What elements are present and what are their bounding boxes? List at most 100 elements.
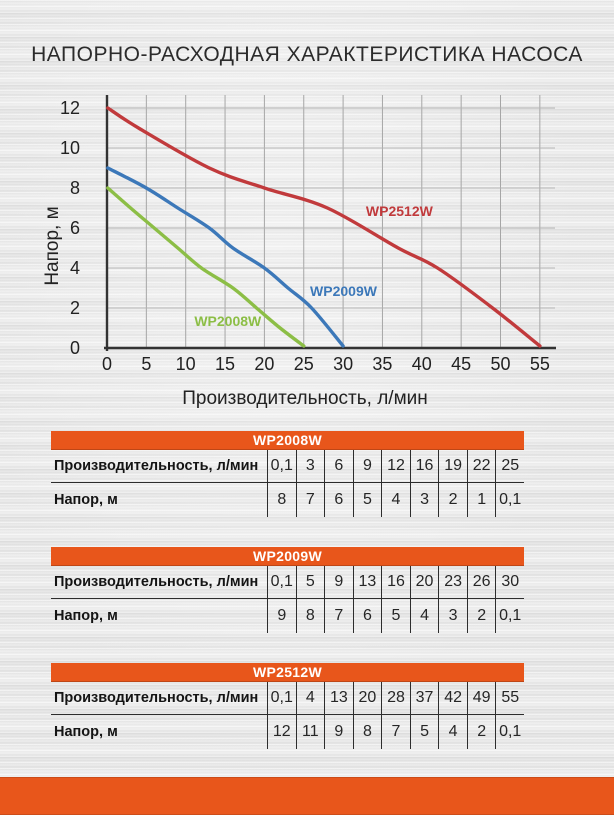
gridlines xyxy=(106,95,555,348)
value-cell: 26 xyxy=(466,566,496,598)
value-cell: 0,1 xyxy=(495,715,524,749)
value-cell: 25 xyxy=(495,450,524,482)
row-label: Производительность, л/мин xyxy=(54,690,259,706)
value-cell: 16 xyxy=(381,566,410,598)
value-cell: 11 xyxy=(295,715,325,749)
value-cell: 12 xyxy=(381,450,410,482)
value-cell: 0,1 xyxy=(267,450,296,482)
y-tick-label: 6 xyxy=(70,218,80,238)
value-cell: 0,1 xyxy=(495,599,524,633)
page-title: НАПОРНО-РАСХОДНАЯ ХАРАКТЕРИСТИКА НАСОСА xyxy=(31,43,583,66)
table-row: Напор, м 9 8 7 6 5 4 3 2 0,1 xyxy=(51,599,524,633)
value-cell: 3 xyxy=(295,450,325,482)
curve-wp2512w xyxy=(106,106,542,348)
spec-table-wp2009w: WP2009W Производительность, л/мин 0,1 5 9 13 1… xyxy=(51,547,524,633)
value-cell: 49 xyxy=(466,682,496,714)
row-label: Напор, м xyxy=(54,608,118,624)
value-cell: 6 xyxy=(324,450,353,482)
bottom-white-strip xyxy=(0,815,614,820)
series-label: WP2512W xyxy=(366,203,434,219)
x-tick-label: 20 xyxy=(254,354,274,374)
row-label: Напор, м xyxy=(54,724,118,740)
x-tick-label: 30 xyxy=(333,354,353,374)
curve-wp2008w xyxy=(106,186,306,348)
row-label: Производительность, л/мин xyxy=(54,574,259,590)
value-cell: 13 xyxy=(352,566,382,598)
y-tick-label: 8 xyxy=(70,178,80,198)
value-cell: 4 xyxy=(438,715,467,749)
value-cell: 2 xyxy=(466,715,496,749)
x-tick-label: 50 xyxy=(490,354,510,374)
x-tick-label: 45 xyxy=(451,354,471,374)
value-cell: 2 xyxy=(438,483,467,517)
value-cell: 6 xyxy=(352,599,382,633)
value-cell: 7 xyxy=(381,715,410,749)
table-header: WP2009W xyxy=(51,547,524,566)
value-cell: 23 xyxy=(438,566,467,598)
value-cell: 9 xyxy=(267,599,296,633)
value-cell: 9 xyxy=(352,450,382,482)
value-cell: 7 xyxy=(295,483,325,517)
value-cell: 7 xyxy=(324,599,353,633)
value-cell: 19 xyxy=(438,450,467,482)
x-tick-label: 40 xyxy=(412,354,432,374)
spec-table-wp2008w: WP2008W Производительность, л/мин 0,1 3 6 9 12… xyxy=(51,431,524,517)
table-row: Напор, м 8 7 6 5 4 3 2 1 0,1 xyxy=(51,483,524,517)
y-tick-label: 2 xyxy=(70,298,80,318)
value-cell: 55 xyxy=(495,682,524,714)
value-cell: 20 xyxy=(352,682,382,714)
x-tick-label: 10 xyxy=(176,354,196,374)
value-cell: 6 xyxy=(324,483,353,517)
y-tick-label: 0 xyxy=(70,338,80,358)
value-cell: 0,1 xyxy=(267,682,296,714)
value-cell: 42 xyxy=(438,682,467,714)
value-cell: 5 xyxy=(352,483,382,517)
value-cell: 5 xyxy=(381,599,410,633)
value-cell: 30 xyxy=(495,566,524,598)
row-label: Напор, м xyxy=(54,492,118,508)
value-cell: 3 xyxy=(409,483,439,517)
table-row: Напор, м 12 11 9 8 7 5 4 2 0,1 xyxy=(51,715,524,749)
value-cell: 5 xyxy=(409,715,439,749)
value-cell: 8 xyxy=(295,599,325,633)
value-cell: 8 xyxy=(352,715,382,749)
value-cell: 4 xyxy=(295,682,325,714)
x-tick-label: 0 xyxy=(102,354,112,374)
value-cell: 13 xyxy=(324,682,353,714)
value-cell: 37 xyxy=(409,682,439,714)
value-cell: 9 xyxy=(324,715,353,749)
value-cell: 3 xyxy=(438,599,467,633)
y-tick-label: 4 xyxy=(70,258,80,278)
x-tick-label: 25 xyxy=(294,354,314,374)
table-row: Производительность, л/мин 0,1 4 13 20 28 37 42 4… xyxy=(51,682,524,715)
x-tick-label: 35 xyxy=(372,354,392,374)
table-row: Производительность, л/мин 0,1 3 6 9 12 16 19 22 2… xyxy=(51,450,524,483)
table-row: Производительность, л/мин 0,1 5 9 13 16 20 23 26… xyxy=(51,566,524,599)
value-cell: 0,1 xyxy=(267,566,296,598)
y-tick-label: 10 xyxy=(60,138,80,158)
x-axis-title: Производительность, л/мин xyxy=(182,388,428,409)
value-cell: 4 xyxy=(409,599,439,633)
value-cell: 2 xyxy=(466,599,496,633)
value-cell: 4 xyxy=(381,483,410,517)
spec-table-wp2512w: WP2512W Производительность, л/мин 0,1 4 13 20… xyxy=(51,663,524,749)
value-cell: 5 xyxy=(295,566,325,598)
series-label: WP2008W xyxy=(194,313,262,329)
value-cell: 20 xyxy=(409,566,439,598)
value-cell: 0,1 xyxy=(495,483,524,517)
table-header: WP2008W xyxy=(51,431,524,450)
value-cell: 16 xyxy=(409,450,439,482)
series-label: WP2009W xyxy=(310,283,378,299)
x-tick-label: 55 xyxy=(530,354,550,374)
value-cell: 1 xyxy=(466,483,496,517)
table-header: WP2512W xyxy=(51,663,524,682)
curve-wp2009w xyxy=(106,166,345,348)
y-tick-label: 12 xyxy=(60,98,80,118)
value-cell: 8 xyxy=(267,483,296,517)
x-tick-label: 15 xyxy=(215,354,235,374)
y-axis-title: Напор, м xyxy=(42,206,63,285)
bottom-accent-bar xyxy=(0,777,614,815)
